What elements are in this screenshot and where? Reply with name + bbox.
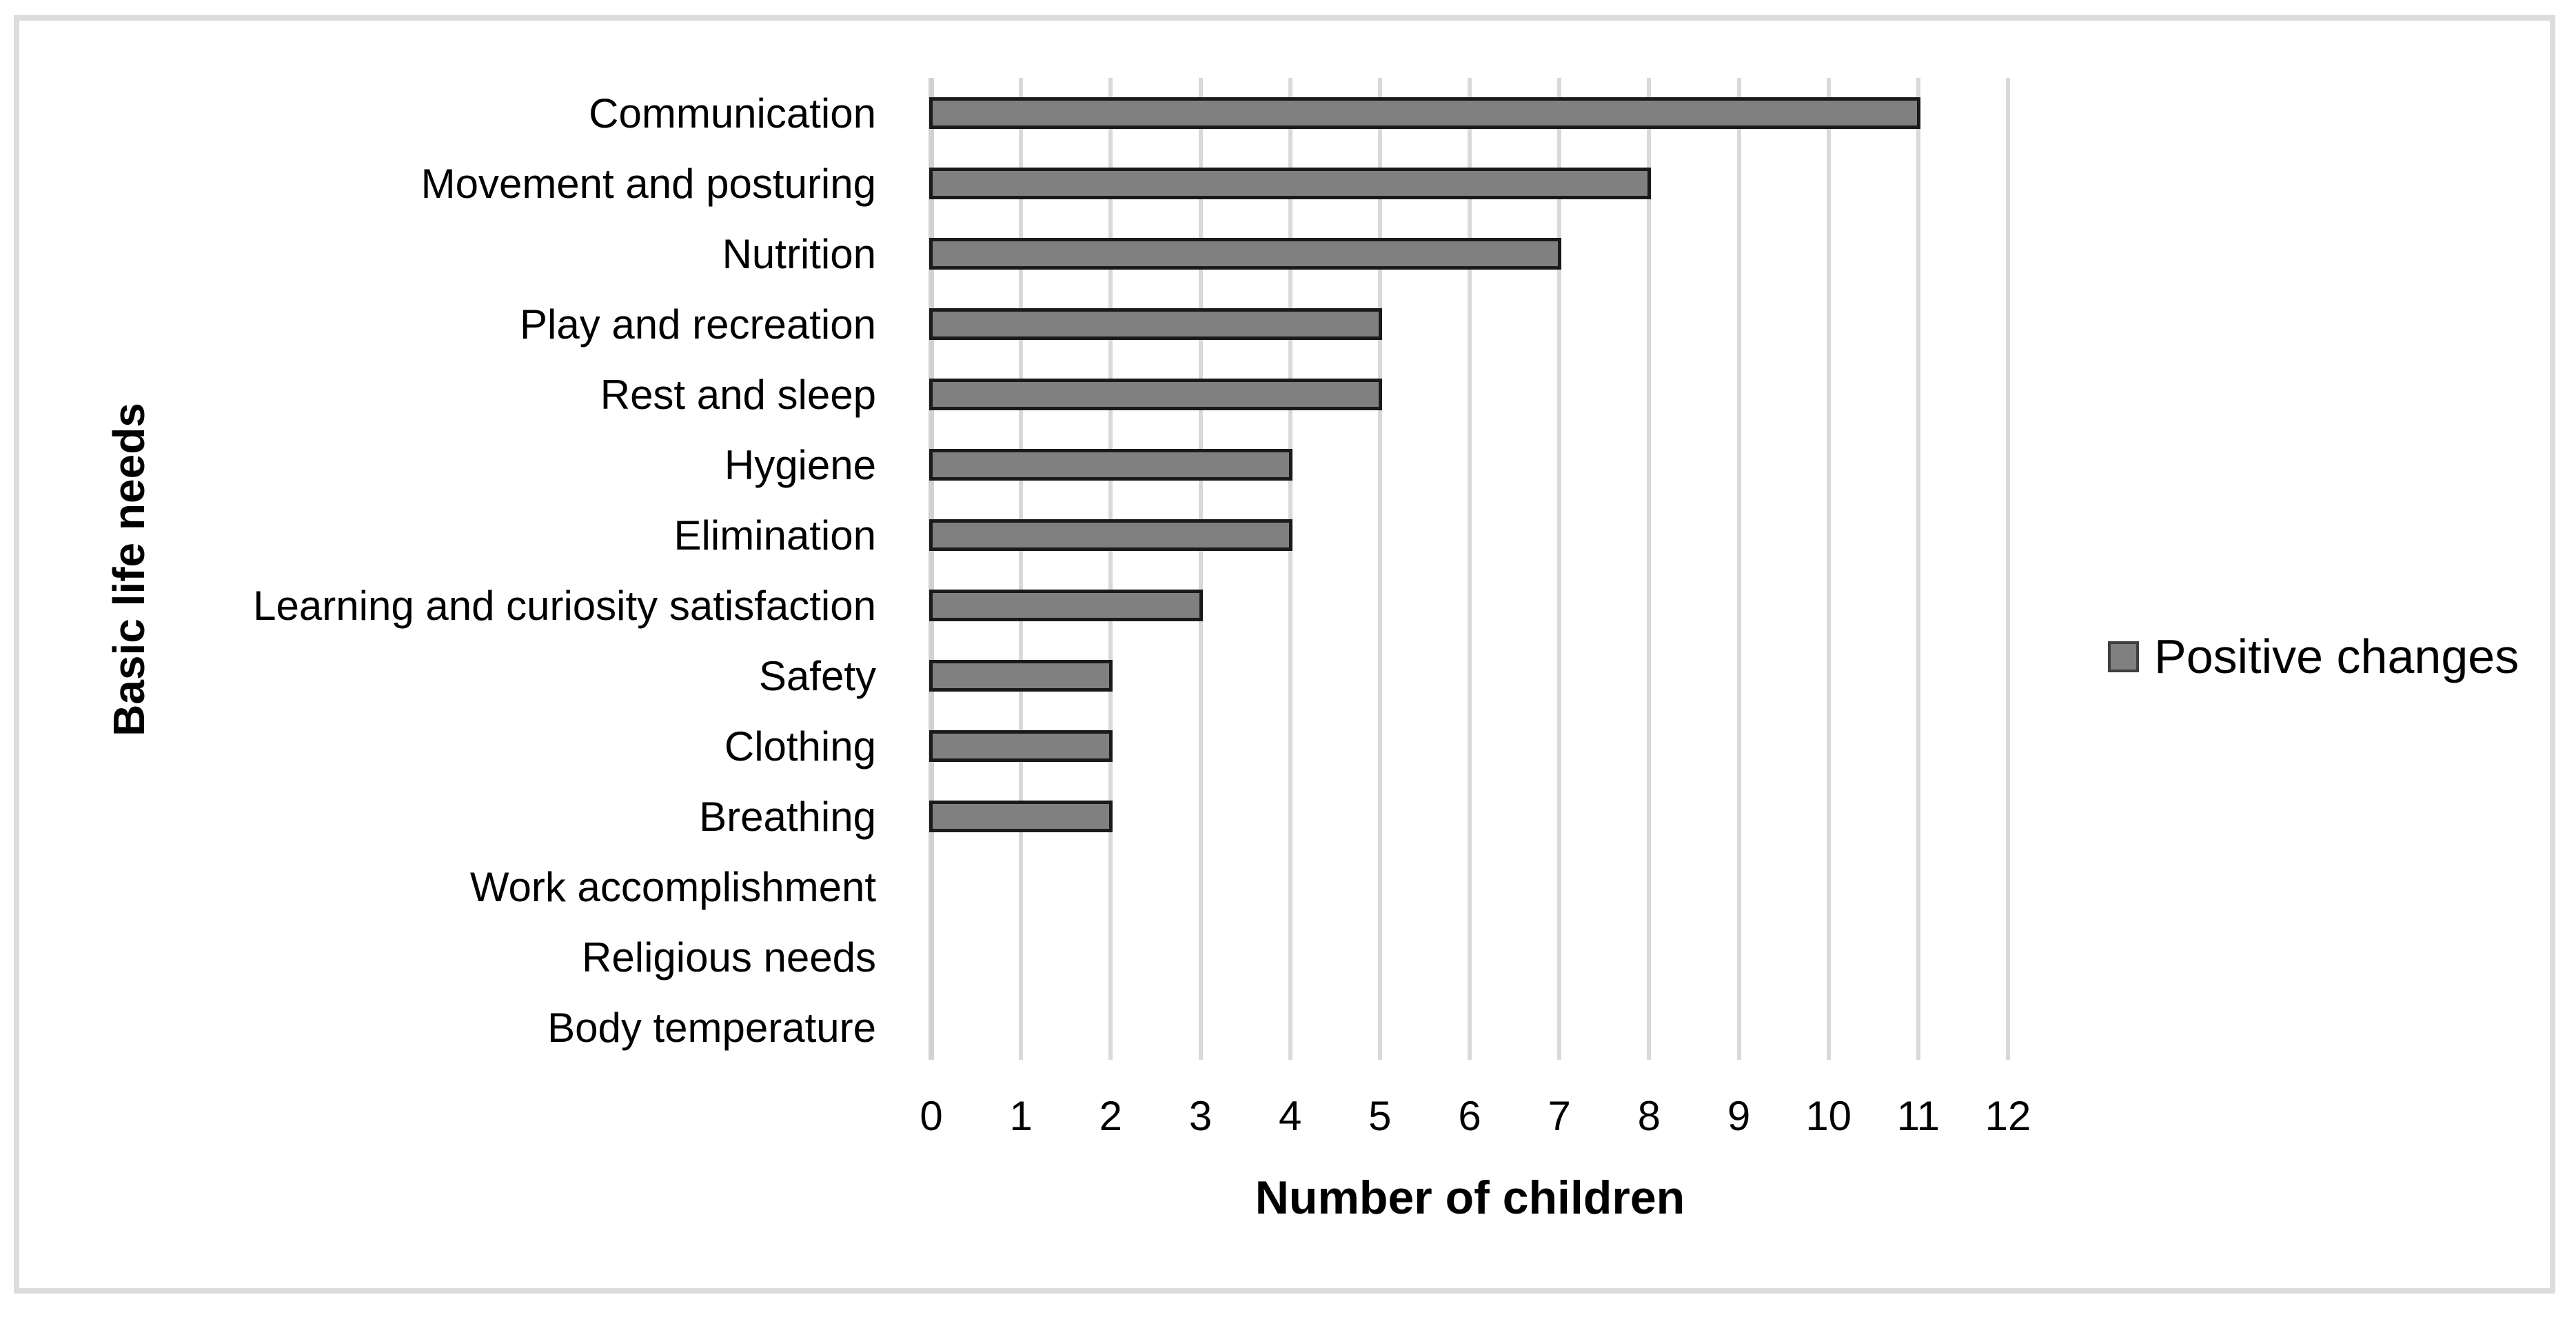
bar-learning-and-curiosity-satisfaction <box>929 590 1203 621</box>
legend-label: Positive changes <box>2154 630 2519 683</box>
plot-area <box>929 78 2011 1063</box>
x-tick-label-11: 11 <box>1896 1093 1940 1139</box>
category-label-learning-and-curiosity-satisfaction: Learning and curiosity satisfaction <box>253 582 876 629</box>
legend: Positive changes <box>2108 630 2519 683</box>
x-tick-label-1: 1 <box>1009 1093 1033 1139</box>
gridline-x-12 <box>2006 78 2011 1060</box>
gridline-x-1 <box>1019 78 1024 1060</box>
y-axis-category-labels: Communication Movement and posturing Nutri… <box>0 78 876 1063</box>
x-tick-label-3: 3 <box>1188 1093 1213 1139</box>
category-label-body-temperature: Body temperature <box>547 1004 876 1051</box>
gridline-x-4 <box>1288 78 1292 1060</box>
gridline-x-2 <box>1108 78 1113 1060</box>
legend-swatch-icon <box>2108 641 2139 672</box>
x-tick-label-0: 0 <box>920 1093 943 1139</box>
bar-clothing <box>929 730 1113 762</box>
category-label-breathing: Breathing <box>699 793 876 840</box>
bar-rest-and-sleep <box>929 379 1382 410</box>
category-label-communication: Communication <box>589 90 876 137</box>
gridline-x-10 <box>1826 78 1831 1060</box>
x-axis-tick-labels: 0 1 2 3 4 5 6 7 8 9 10 11 12 <box>920 1092 2031 1147</box>
bar-play-and-recreation <box>929 308 1382 340</box>
x-tick-label-4: 4 <box>1278 1093 1302 1139</box>
bar-hygiene <box>929 449 1292 481</box>
bar-elimination <box>929 519 1292 551</box>
x-tick-label-10: 10 <box>1805 1093 1852 1139</box>
gridline-x-5 <box>1377 78 1382 1060</box>
bar-communication <box>929 97 1920 129</box>
bar-breathing <box>929 801 1113 832</box>
category-label-religious-needs: Religious needs <box>582 934 876 981</box>
x-tick-label-12: 12 <box>1985 1093 2031 1139</box>
y-axis-line <box>929 78 934 1060</box>
gridline-x-8 <box>1647 78 1652 1060</box>
category-label-clothing: Clothing <box>724 723 876 770</box>
bar-nutrition <box>929 238 1562 270</box>
category-label-safety: Safety <box>758 652 876 699</box>
category-label-work-accomplishment: Work accomplishment <box>469 863 876 910</box>
x-tick-label-9: 9 <box>1727 1093 1751 1139</box>
x-tick-label-2: 2 <box>1099 1093 1123 1139</box>
bar-movement-and-posturing <box>929 168 1652 199</box>
category-label-play-and-recreation: Play and recreation <box>520 301 876 348</box>
category-label-nutrition: Nutrition <box>722 230 876 277</box>
x-axis-title: Number of children <box>1255 1172 1685 1224</box>
category-label-elimination: Elimination <box>673 512 876 559</box>
category-label-hygiene: Hygiene <box>724 441 876 488</box>
gridline-x-3 <box>1198 78 1203 1060</box>
category-label-movement-and-posturing: Movement and posturing <box>420 160 876 207</box>
gridline-x-6 <box>1468 78 1472 1060</box>
x-tick-label-7: 7 <box>1548 1093 1571 1139</box>
x-tick-label-8: 8 <box>1637 1093 1661 1139</box>
bar-safety <box>929 660 1113 692</box>
gridline-x-7 <box>1557 78 1562 1060</box>
gridline-x-11 <box>1916 78 1920 1060</box>
x-tick-label-5: 5 <box>1368 1093 1392 1139</box>
gridline-x-9 <box>1736 78 1741 1060</box>
category-label-rest-and-sleep: Rest and sleep <box>600 371 876 418</box>
x-tick-label-6: 6 <box>1458 1093 1481 1139</box>
